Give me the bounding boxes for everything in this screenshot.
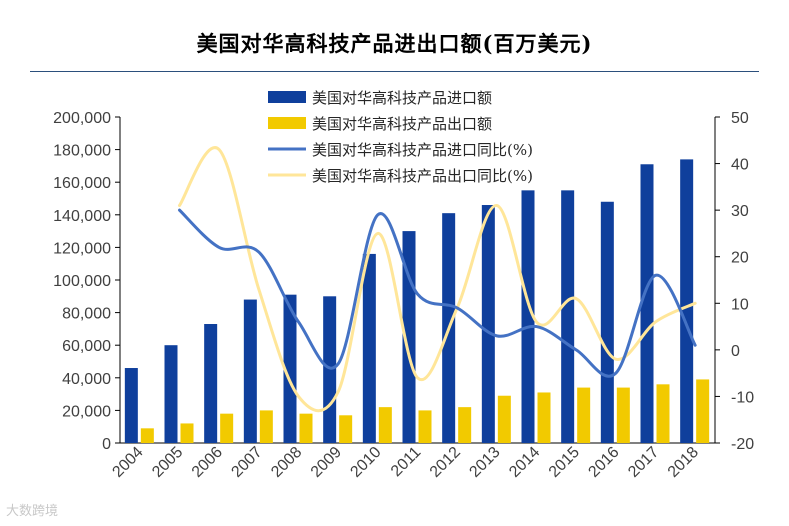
y-right-tick-label: 20	[731, 250, 749, 267]
import-bar	[204, 324, 218, 443]
y-left-tick-label: 0	[102, 436, 111, 453]
import-bar	[561, 190, 575, 443]
import-bar	[521, 190, 535, 443]
y-left-tick-label: 40,000	[62, 371, 111, 388]
import-bar	[323, 296, 337, 443]
x-tick-label: 2013	[466, 444, 503, 481]
x-tick-label: 2018	[665, 444, 702, 481]
import-bar	[124, 368, 138, 443]
import-bar	[283, 294, 297, 443]
export-bar	[696, 379, 710, 443]
y-left-tick-label: 120,000	[53, 240, 111, 257]
y-left-tick-label: 60,000	[62, 338, 111, 355]
y-right-tick-label: 50	[731, 110, 749, 127]
legend-export-bar-label: 美国对华高科技产品出口额	[312, 115, 492, 133]
export-bar	[497, 395, 511, 443]
y-right-tick-label: 30	[731, 203, 749, 220]
x-tick-label: 2016	[585, 444, 622, 481]
y-left-tick-label: 180,000	[53, 143, 111, 160]
x-tick-label: 2009	[308, 444, 345, 481]
import-bar	[680, 159, 694, 443]
export-bar	[378, 407, 392, 443]
export-bar	[339, 415, 353, 443]
chart-title: 美国对华高科技产品进出口额(百万美元)	[196, 31, 593, 56]
legend-import-bar-swatch	[268, 91, 306, 103]
y-right-tick-label: 40	[731, 157, 749, 174]
x-tick-label: 2006	[189, 444, 226, 481]
legend-import-yoy-label: 美国对华高科技产品进口同比(%)	[312, 141, 533, 159]
export-bar	[537, 392, 551, 443]
import-bar	[640, 164, 654, 443]
y-left-tick-label: 100,000	[53, 273, 111, 290]
y-right-tick-label: 10	[731, 296, 749, 313]
watermark-text: 大数跨境	[6, 504, 59, 519]
export-bar	[418, 410, 432, 443]
import-yoy-line	[178, 208, 697, 378]
export-bar	[577, 387, 591, 443]
import-bar	[243, 299, 257, 443]
x-tick-label: 2017	[625, 444, 662, 481]
y-right-tick-label: -20	[731, 436, 754, 453]
legend-export-yoy-label: 美国对华高科技产品出口同比(%)	[312, 167, 533, 185]
y-right-tick-label: -10	[731, 389, 754, 406]
x-tick-label: 2008	[268, 444, 305, 481]
import-bar	[600, 201, 614, 443]
export-bar	[140, 428, 154, 443]
export-bar	[458, 407, 472, 443]
x-tick-label: 2005	[149, 444, 186, 481]
export-bar	[180, 423, 194, 443]
y-left-tick-label: 200,000	[53, 110, 111, 127]
x-tick-label: 2014	[506, 444, 543, 481]
export-bar	[259, 410, 273, 443]
x-tick-label: 2015	[546, 444, 583, 481]
legend-import-bar-label: 美国对华高科技产品进口额	[312, 89, 492, 107]
y-left-tick-label: 20,000	[62, 403, 111, 420]
x-tick-label: 2012	[427, 444, 464, 481]
x-tick-label: 2007	[228, 444, 265, 481]
import-bar	[164, 345, 178, 443]
export-yoy-line	[178, 146, 697, 413]
y-left-tick-label: 160,000	[53, 175, 111, 192]
export-bar	[616, 387, 630, 443]
export-bar	[220, 413, 234, 443]
y-right-tick-label: 0	[731, 343, 740, 360]
x-tick-label: 2004	[109, 444, 146, 481]
legend-export-bar-swatch	[268, 117, 306, 129]
import-bar	[481, 205, 495, 443]
export-bar	[656, 384, 670, 443]
import-bar	[362, 253, 376, 443]
y-left-tick-label: 140,000	[53, 208, 111, 225]
x-tick-label: 2010	[347, 444, 384, 481]
x-tick-label: 2011	[388, 444, 424, 480]
y-left-tick-label: 80,000	[62, 306, 111, 323]
export-bar	[299, 413, 313, 443]
title-divider	[30, 71, 759, 72]
